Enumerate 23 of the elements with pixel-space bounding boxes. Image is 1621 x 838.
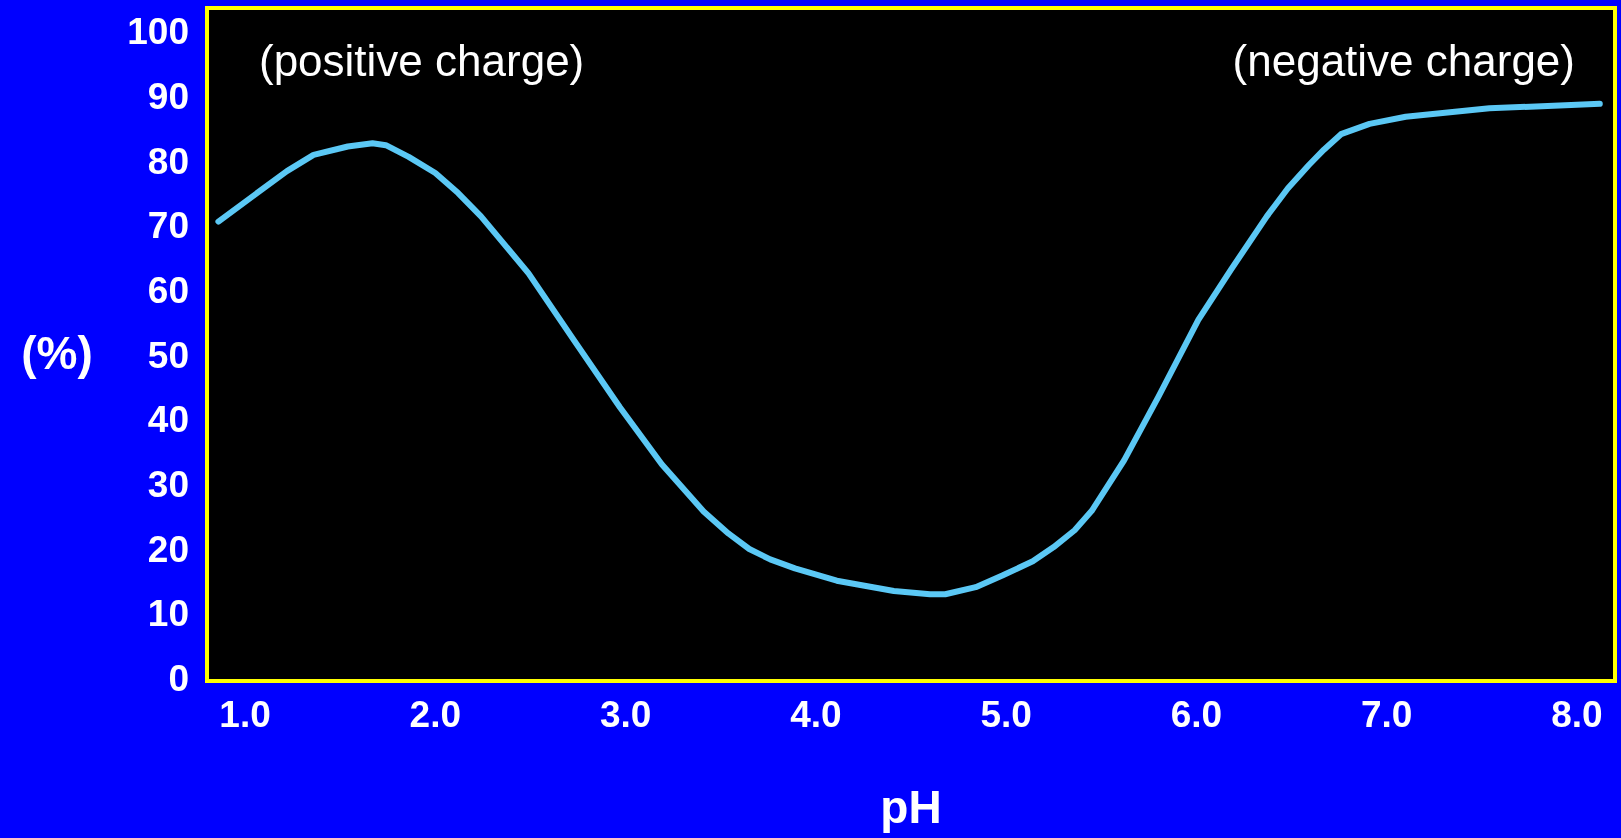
x-tick-label: 3.0 (599, 694, 652, 736)
y-tick-label: 60 (147, 269, 189, 311)
x-tick-label: 4.0 (790, 694, 842, 736)
y-tick-label: 50 (147, 334, 189, 376)
y-tick-label: 0 (168, 658, 189, 700)
y-tick-label: 90 (147, 75, 189, 117)
y-axis-title: (%) (21, 327, 93, 380)
y-tick-label: 10 (147, 593, 189, 635)
x-tick-label: 5.0 (980, 694, 1032, 736)
x-tick-label: 2.0 (409, 694, 462, 736)
y-tick-label: 30 (147, 464, 189, 506)
x-axis-title: pH (880, 781, 942, 834)
x-tick-label: 6.0 (1170, 694, 1223, 736)
annotation: (positive charge) (259, 36, 585, 86)
y-tick-label: 20 (147, 528, 189, 570)
annotation: (negative charge) (1232, 36, 1575, 86)
x-tick-label: 7.0 (1360, 694, 1413, 736)
y-tick-label: 70 (147, 205, 189, 247)
x-tick-label: 8.0 (1551, 694, 1603, 736)
y-tick-label: 100 (127, 11, 189, 53)
x-tick-label: 1.0 (219, 694, 271, 736)
y-tick-label: 40 (147, 399, 189, 441)
y-tick-label: 80 (147, 140, 189, 182)
